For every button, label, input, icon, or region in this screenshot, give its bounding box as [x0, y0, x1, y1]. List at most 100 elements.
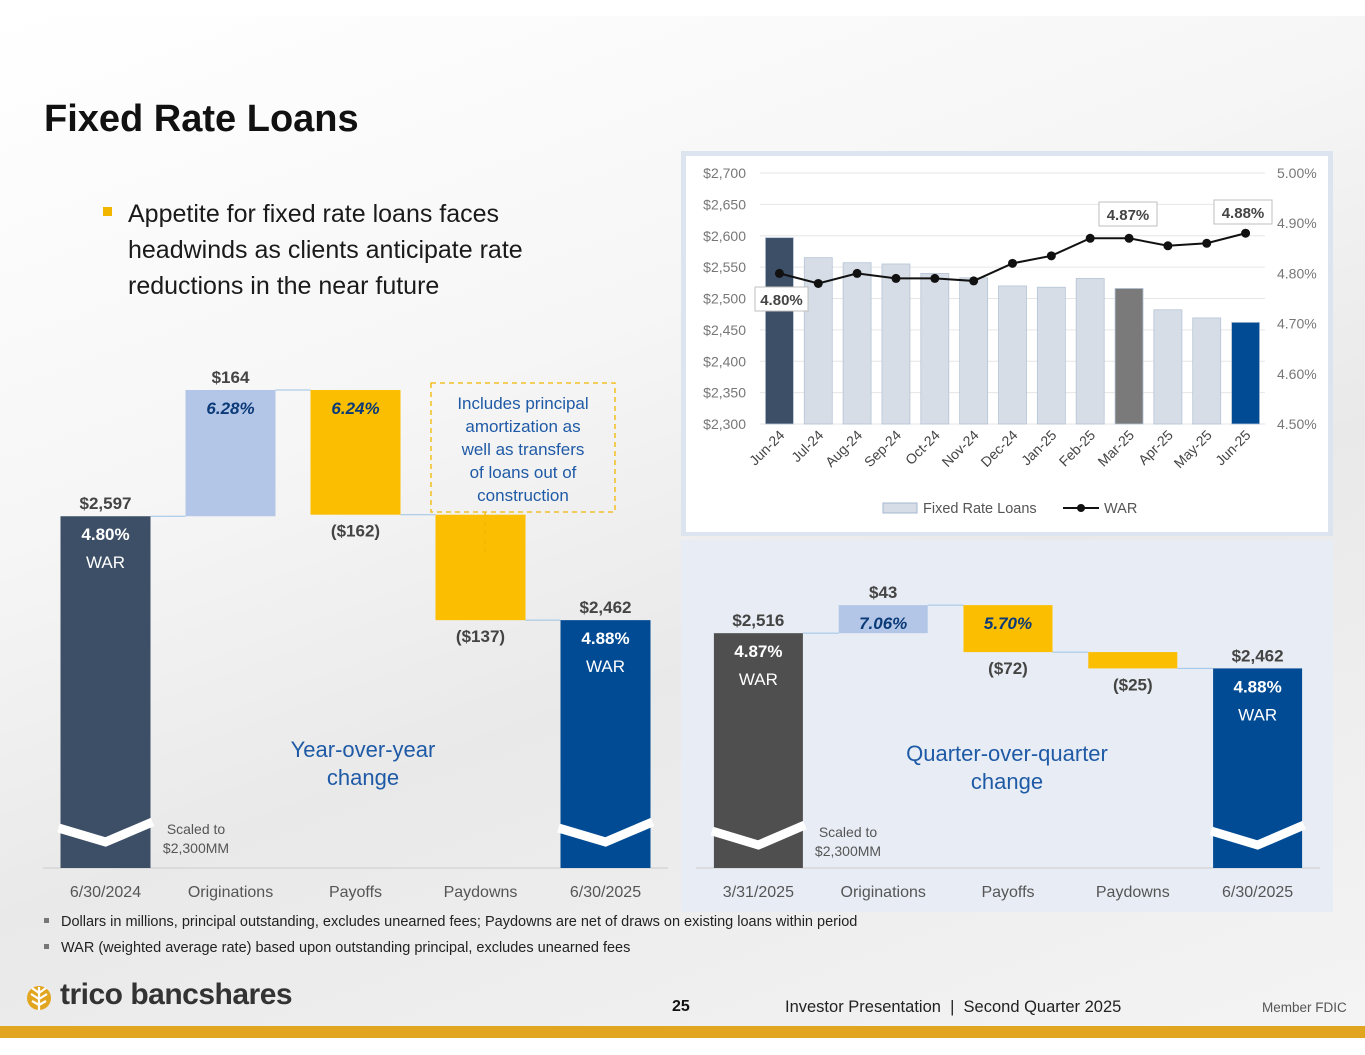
- combo-bar-6: [998, 285, 1027, 425]
- footnote-1-text: Dollars in millions, principal outstandi…: [61, 914, 858, 930]
- yoy-category-label: Paydowns: [444, 884, 518, 901]
- yoy-value-label-0: $2,597: [80, 494, 132, 513]
- qoq-scaled-note-2: $2,300MM: [815, 843, 881, 859]
- page-number: 25: [672, 998, 690, 1015]
- qoq-category-label: 3/31/2025: [723, 884, 794, 901]
- bullet-text: Appetite for fixed rate loans faces head…: [128, 200, 523, 300]
- yoy-callout-line-0: Includes principal: [457, 394, 588, 413]
- qoq-value-label-1: $43: [869, 583, 897, 602]
- combo-war-point-4: [930, 273, 940, 283]
- combo-bar-10: [1153, 309, 1183, 425]
- combo-bar-4: [920, 272, 950, 425]
- combo-war-point-3: [891, 273, 901, 283]
- qoq-war-label-0: WAR: [739, 670, 778, 689]
- combo-left-tick: $2,600: [703, 228, 746, 244]
- qoq-axis-break-4: [1209, 820, 1306, 850]
- combo-left-tick: $2,550: [703, 259, 746, 275]
- yoy-value-label-3: ($137): [456, 627, 505, 646]
- combo-war-point-11: [1202, 238, 1212, 248]
- footnote-2: WAR (weighted average rate) based upon o…: [44, 940, 630, 956]
- qoq-rate-label-2: 5.70%: [984, 614, 1032, 633]
- combo-bar-12: [1231, 321, 1260, 425]
- qoq-caption-1: Quarter-over-quarter: [906, 741, 1108, 766]
- combo-annotation-2: 4.88%: [1222, 205, 1265, 222]
- combo-war-point-1: [813, 278, 823, 288]
- combo-legend-bar-label: Fixed Rate Loans: [923, 501, 1037, 517]
- combo-bar-7: [1036, 286, 1066, 425]
- combo-bar-5: [959, 277, 989, 425]
- yoy-callout-line-4: construction: [477, 486, 569, 505]
- combo-war-point-9: [1124, 233, 1134, 243]
- combo-left-tick: $2,700: [703, 165, 746, 181]
- yoy-callout-box: [430, 382, 616, 513]
- yoy-value-label-1: $164: [212, 368, 250, 387]
- page-title: Fixed Rate Loans: [44, 98, 359, 140]
- combo-left-tick: $2,350: [703, 385, 746, 401]
- combo-right-tick: 4.90%: [1277, 215, 1317, 231]
- qoq-value-label-3: ($25): [1113, 675, 1153, 694]
- yoy-axis-break-4: [557, 817, 655, 847]
- yoy-war-label-0: WAR: [86, 553, 125, 572]
- yoy-bar-2: [310, 390, 401, 515]
- combo-war-point-10: [1163, 241, 1173, 251]
- yoy-caption-2: change: [327, 765, 399, 790]
- qoq-axis-break-0: [710, 820, 807, 850]
- qoq-category-label: Payoffs: [981, 884, 1034, 901]
- combo-bar-9: [1114, 288, 1144, 425]
- yoy-category-label: 6/30/2024: [70, 884, 141, 901]
- combo-left-tick: $2,650: [703, 196, 746, 212]
- combo-legend-line-label: WAR: [1104, 501, 1137, 517]
- qoq-rate-label-1: 7.06%: [859, 614, 907, 633]
- combo-right-tick: 4.60%: [1277, 366, 1317, 382]
- qoq-scaled-note-1: Scaled to: [819, 824, 878, 840]
- qoq-rate-label-0: 4.87%: [734, 642, 782, 661]
- qoq-caption-2: change: [971, 769, 1043, 794]
- member-fdic: Member FDIC: [1262, 1000, 1347, 1015]
- qoq-value-label-2: ($72): [988, 659, 1028, 678]
- combo-legend-bar-swatch: [882, 502, 918, 514]
- yoy-value-label-4: $2,462: [580, 598, 632, 617]
- yoy-callout-line-1: amortization as: [465, 417, 580, 436]
- combo-right-tick: 4.80%: [1277, 265, 1317, 281]
- presentation-label: Investor Presentation | Second Quarter 2…: [785, 998, 1122, 1016]
- combo-bar-2: [842, 262, 872, 425]
- yoy-scaled-note-1: Scaled to: [167, 821, 226, 837]
- combo-bar-11: [1192, 317, 1222, 425]
- yoy-callout-line-2: well as transfers: [461, 440, 585, 459]
- qoq-bar-1: [838, 605, 928, 634]
- yoy-rate-label-1: 6.28%: [206, 399, 254, 418]
- combo-war-point-2: [852, 268, 862, 278]
- brand-logo: trico bancshares: [24, 978, 293, 1012]
- combo-right-tick: 4.50%: [1277, 416, 1317, 432]
- yoy-rate-label-0: 4.80%: [81, 525, 129, 544]
- yoy-rate-label-2: 6.24%: [331, 399, 379, 418]
- combo-war-point-12: [1241, 228, 1251, 238]
- yoy-category-label: 6/30/2025: [570, 884, 641, 901]
- combo-left-tick: $2,500: [703, 291, 746, 307]
- qoq-value-label-0: $2,516: [732, 611, 784, 630]
- yoy-bar-1: [185, 390, 276, 517]
- combo-annotation-box-0: [754, 286, 809, 312]
- yoy-value-label-2: ($162): [331, 522, 380, 541]
- combo-bar-3: [881, 263, 911, 425]
- yoy-rate-label-4: 4.88%: [581, 629, 629, 648]
- yoy-bar-0: [60, 516, 151, 868]
- qoq-category-label: 6/30/2025: [1222, 884, 1293, 901]
- combo-war-point-0: [774, 268, 784, 278]
- combo-right-tick: 5.00%: [1277, 165, 1317, 181]
- qoq-value-label-4: $2,462: [1232, 646, 1284, 665]
- qoq-category-label: Paydowns: [1096, 884, 1170, 901]
- qoq-bar-3: [1088, 652, 1178, 669]
- combo-annotation-box-2: [1213, 199, 1273, 225]
- yoy-caption-1: Year-over-year: [291, 737, 436, 762]
- yoy-scaled-note-2: $2,300MM: [163, 840, 229, 856]
- combo-left-tick: $2,400: [703, 353, 746, 369]
- combo-bar-0: [765, 237, 794, 425]
- yoy-category-label: Payoffs: [329, 884, 382, 901]
- wheat-icon: [27, 986, 51, 1010]
- yoy-category-label: Originations: [188, 884, 273, 901]
- brand-name: trico bancshares: [60, 978, 293, 1011]
- combo-war-point-7: [1046, 251, 1056, 261]
- qoq-war-label-4: WAR: [1238, 705, 1277, 724]
